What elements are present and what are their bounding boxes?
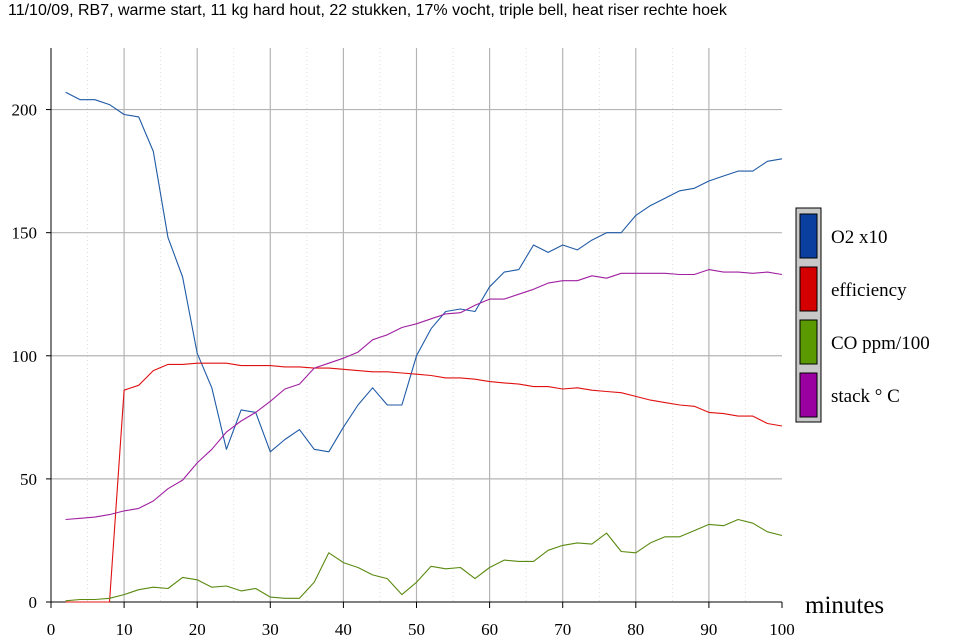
legend-swatch [799, 213, 818, 259]
legend-label: stack ° C [831, 386, 900, 407]
legend-swatch [799, 266, 818, 312]
x-tick-label: 30 [262, 620, 279, 639]
y-tick-label: 50 [20, 470, 37, 489]
x-tick-label: 0 [47, 620, 56, 639]
x-tick-label: 70 [554, 620, 571, 639]
grid-lines [51, 48, 782, 602]
x-tick-label: 90 [700, 620, 717, 639]
tick-labels: 0 50 100 150 200 0 10 20 30 40 50 60 70 80 90 100 [12, 101, 795, 639]
y-tick-label: 100 [12, 347, 38, 366]
series-line-o2-x10 [65, 91, 783, 453]
x-tick-label: 40 [335, 620, 352, 639]
legend-label: CO ppm/100 [831, 333, 930, 354]
x-tick-label: 20 [189, 620, 206, 639]
x-tick-label: 100 [769, 620, 795, 639]
y-tick-label: 200 [12, 101, 38, 120]
legend-swatch [799, 319, 818, 365]
x-tick-label: 80 [627, 620, 644, 639]
legend-swatch [799, 372, 818, 418]
y-tick-label: 150 [12, 224, 38, 243]
series-line-co-ppm-100 [65, 518, 783, 602]
legend: O2 x10 efficiency CO ppm/100 stack ° C [795, 207, 930, 423]
x-tick-label: 10 [116, 620, 133, 639]
chart-title: 11/10/09, RB7, warme start, 11 kg hard h… [8, 2, 727, 19]
axes [46, 48, 783, 608]
series-line-efficiency [65, 362, 783, 603]
series-line-stack-c [65, 269, 783, 521]
legend-label: O2 x10 [831, 227, 887, 248]
x-axis-label: minutes [805, 592, 884, 619]
x-tick-label: 60 [481, 620, 498, 639]
legend-label: efficiency [831, 280, 907, 301]
series-layer [65, 91, 783, 603]
x-tick-label: 50 [408, 620, 425, 639]
y-tick-label: 0 [29, 593, 38, 612]
